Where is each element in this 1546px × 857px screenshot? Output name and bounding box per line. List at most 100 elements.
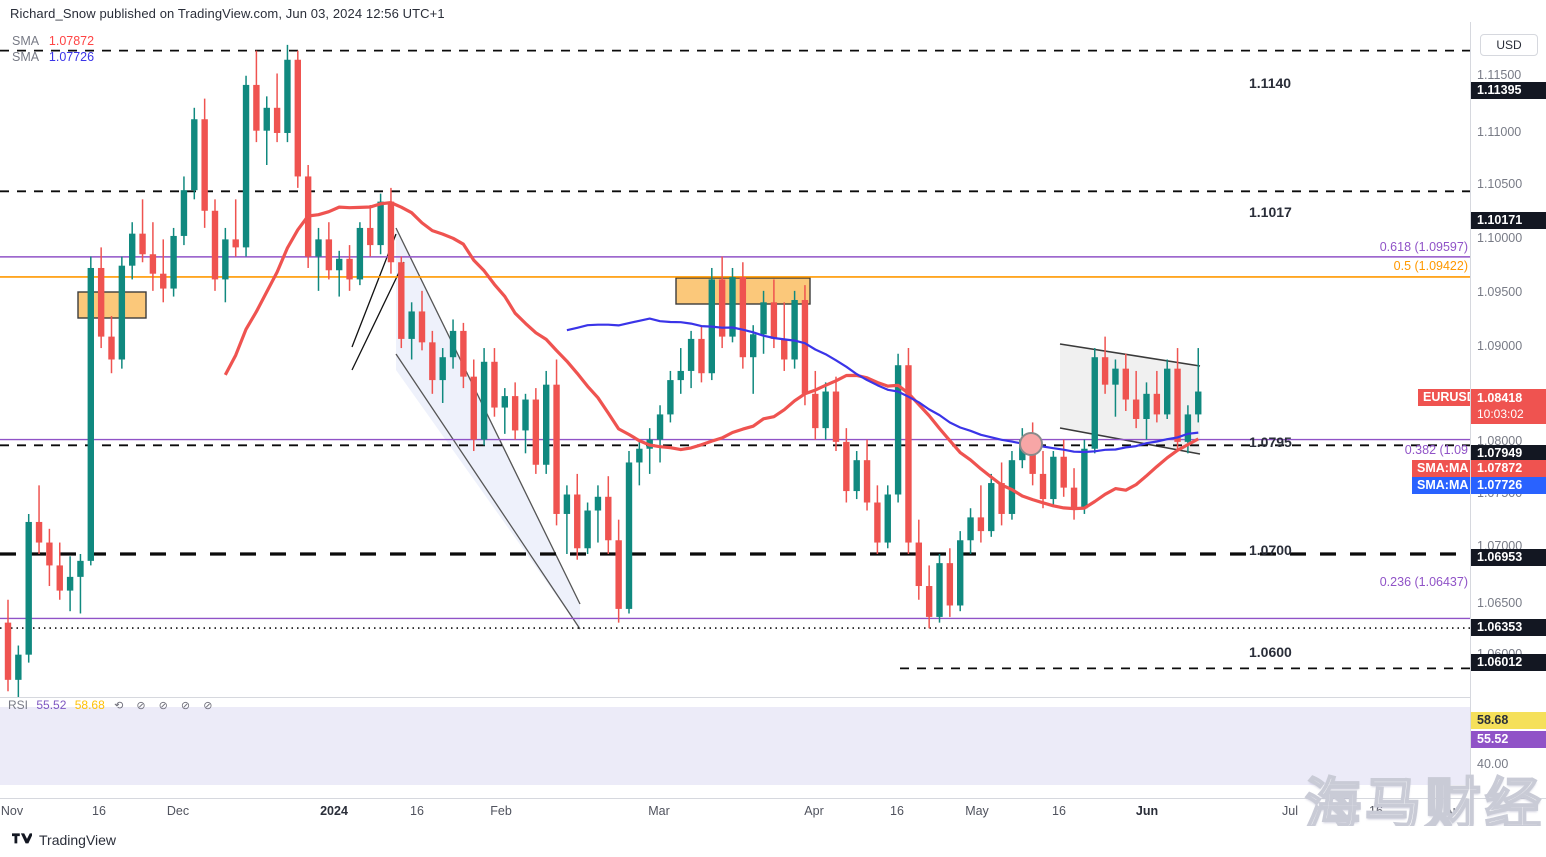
candle-body xyxy=(584,510,591,549)
fib-label: 0.618 (1.09597) xyxy=(1379,240,1468,254)
time-label[interactable]: Dec xyxy=(166,804,190,818)
candle-body xyxy=(118,265,126,360)
rsi-background xyxy=(0,707,1470,785)
candle-body xyxy=(894,365,902,495)
price-pill: 1.06953 xyxy=(1471,549,1546,566)
price-axis[interactable]: USD 1.11500 1.11000 1.10500 1.10000 1.09500 1… xyxy=(1470,22,1546,798)
candle-body xyxy=(884,494,891,543)
candle-body xyxy=(988,483,995,532)
time-label[interactable]: Jun xyxy=(1135,804,1159,818)
tradingview-brand: TradingView xyxy=(39,832,117,848)
price-tick: 1.11000 xyxy=(1477,125,1522,139)
fib-label: 0.236 (1.06437) xyxy=(1379,575,1468,589)
candle-body xyxy=(729,277,736,337)
channel-upper-line xyxy=(395,227,581,605)
time-label[interactable]: Apr xyxy=(804,804,824,818)
candle-body xyxy=(853,460,860,492)
fib-label: 0.382 (1.09 xyxy=(1404,443,1468,457)
time-label[interactable]: 16 xyxy=(410,804,424,818)
candle-body xyxy=(325,239,333,271)
rising-channel-lower xyxy=(351,261,405,371)
time-label[interactable]: Mar xyxy=(648,804,670,818)
candle-body xyxy=(129,233,136,266)
price-pill: 1.11395 xyxy=(1471,82,1546,99)
candle-body xyxy=(25,521,32,655)
time-label[interactable]: Au xyxy=(1444,804,1460,818)
time-label[interactable]: 16 xyxy=(890,804,904,818)
tradingview-logo[interactable]: TradingView xyxy=(12,832,116,848)
candle-body xyxy=(822,391,829,429)
candle-body xyxy=(408,311,415,339)
channel-lower-line xyxy=(395,353,581,630)
candle-body xyxy=(180,190,188,236)
rsi-settings-icons[interactable]: ⟲ ⊘ ⊘ ⊘ ⊘ xyxy=(114,700,218,712)
candle-body xyxy=(1091,357,1098,449)
tradingview-mark-icon xyxy=(12,833,32,844)
time-label[interactable]: 2024 xyxy=(320,804,348,818)
rsi-pane[interactable]: RSI 55.52 58.68 ⟲ ⊘ ⊘ ⊘ ⊘ xyxy=(0,697,1470,798)
candle-body xyxy=(1050,456,1057,500)
candle-body xyxy=(149,254,157,274)
legend-row-sma-fast[interactable]: SMA 1.07872 xyxy=(12,33,94,49)
candle-body xyxy=(667,380,674,415)
candle-body xyxy=(1174,368,1181,442)
quote-price-pill: 1.08418 10:03:02 xyxy=(1471,389,1546,424)
candle-body xyxy=(15,654,22,680)
candle-body xyxy=(553,384,560,514)
candle-body xyxy=(739,277,747,358)
level-label: 1.0600 xyxy=(1249,644,1292,660)
candle-body xyxy=(201,119,208,211)
sma-slow-value: 1.07726 xyxy=(48,50,95,64)
time-label[interactable]: 16 xyxy=(92,804,106,818)
candle-body xyxy=(160,273,167,289)
footer: TradingView xyxy=(0,826,1546,857)
time-label[interactable]: Nov xyxy=(0,804,24,818)
time-label[interactable]: Jul xyxy=(1282,804,1298,818)
time-label[interactable]: May xyxy=(965,804,989,818)
rsi-legend[interactable]: RSI 55.52 58.68 ⟲ ⊘ ⊘ ⊘ ⊘ xyxy=(8,698,217,712)
price-tick: 1.06500 xyxy=(1477,596,1523,610)
candle-body xyxy=(656,414,664,440)
price-chart-pane[interactable] xyxy=(0,22,1470,697)
candle-body xyxy=(1060,456,1067,488)
candle-body xyxy=(66,576,74,591)
candle-body xyxy=(315,239,322,257)
candle-body xyxy=(273,107,281,133)
candle-body xyxy=(574,494,581,549)
sma-slow-tag: SMA:MA xyxy=(1412,477,1474,494)
candle-body xyxy=(1029,439,1036,474)
candle-body xyxy=(211,210,219,280)
price-pill: 1.06353 xyxy=(1471,619,1546,636)
quote-time: 10:03:02 xyxy=(1477,407,1524,421)
candle-body xyxy=(480,361,488,440)
candle-body xyxy=(1132,399,1140,419)
candle-body xyxy=(687,338,695,371)
bear-flag-upper xyxy=(1059,343,1201,367)
time-label[interactable]: 16 xyxy=(1052,804,1066,818)
candle-body xyxy=(750,334,757,358)
sma-fast-label: SMA xyxy=(12,34,39,48)
candle-body xyxy=(232,239,239,248)
candle-body xyxy=(925,586,933,617)
candle-body xyxy=(242,84,250,248)
price-tick: 1.08000 xyxy=(1477,434,1523,448)
candle-body xyxy=(418,311,426,343)
currency-button[interactable]: USD xyxy=(1480,34,1538,56)
rsi-legend-label: RSI xyxy=(8,698,29,712)
time-axis[interactable]: Nov 16 Dec 2024 16 Feb Mar Apr 16 May 16 Jun Jul 16 Au xyxy=(0,798,1546,827)
candle-body xyxy=(97,267,105,337)
time-label[interactable]: Feb xyxy=(490,804,512,818)
rsi-level-label: 40.00 xyxy=(1477,757,1509,771)
candle-body xyxy=(284,59,291,133)
level-label: 1.0795 xyxy=(1249,434,1292,450)
candle-body xyxy=(1122,368,1129,400)
candle-body xyxy=(460,330,467,377)
candle-body xyxy=(77,560,84,577)
legend-row-sma-slow[interactable]: SMA 1.07726 xyxy=(12,49,94,65)
candle-body xyxy=(1101,357,1109,385)
candle-body xyxy=(398,262,405,339)
candle-body xyxy=(1184,414,1192,442)
rsi-legend-value: 55.52 xyxy=(36,698,67,712)
time-label[interactable]: 16 xyxy=(1369,804,1383,818)
